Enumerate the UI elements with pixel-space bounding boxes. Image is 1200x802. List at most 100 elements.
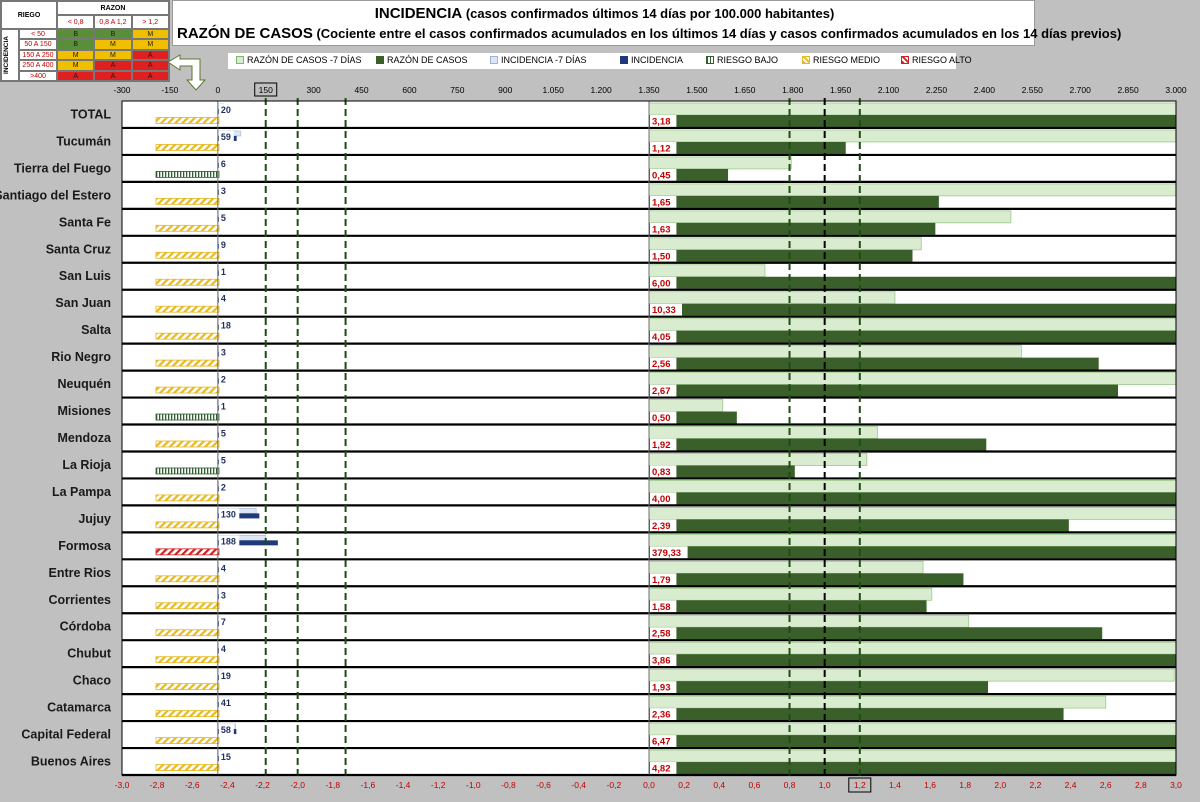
risk-bar bbox=[155, 144, 220, 151]
razon-prev-bar bbox=[648, 318, 1177, 332]
diagonal-hatch-red-icon bbox=[901, 56, 909, 64]
province-label: Córdoba bbox=[60, 620, 112, 634]
incidencia-title-main: INCIDENCIA bbox=[374, 5, 463, 22]
incidencia-bar bbox=[217, 297, 220, 303]
risk-table-cell: M bbox=[94, 49, 132, 61]
razon-axis-tick: 3,0 bbox=[1170, 780, 1182, 790]
incidencia-value-label: 130 bbox=[221, 509, 236, 519]
risk-table-cell: M bbox=[57, 60, 95, 71]
legend-item: RIESGO BAJO bbox=[706, 55, 778, 65]
legend-label: RAZÓN DE CASOS bbox=[387, 55, 468, 65]
province-label: Jujuy bbox=[78, 512, 111, 526]
incidencia-label-bg bbox=[218, 589, 229, 601]
incidencia-value-label: 5 bbox=[221, 455, 226, 465]
incidencia-value-label: 4 bbox=[221, 644, 226, 654]
incidencia-value-label: 19 bbox=[221, 671, 231, 681]
razon-axis-tick: 2,8 bbox=[1135, 780, 1147, 790]
risk-bar bbox=[155, 710, 220, 717]
incidencia-value-label: 15 bbox=[221, 752, 231, 762]
risk-table-cell: A bbox=[94, 60, 132, 71]
incidencia-label-bg bbox=[218, 643, 229, 655]
light-blue-box-icon bbox=[490, 56, 498, 64]
incidencia-axis-tick: 900 bbox=[498, 85, 512, 95]
risk-table-incidencia-range: < 50 bbox=[19, 29, 57, 40]
razon-value-label: 6,47 bbox=[652, 737, 671, 748]
province-label: Santa Cruz bbox=[46, 242, 111, 256]
risk-matrix-table: RIEGO RAZON < 0,8 0,8 A 1,2 > 1,2 INCIDENCIA <… bbox=[0, 0, 170, 82]
razon-prev-bar bbox=[648, 560, 924, 574]
razon-value-label: 0,45 bbox=[652, 170, 671, 181]
incidencia-bar bbox=[217, 351, 220, 357]
legend-label: RIESGO ALTO bbox=[912, 55, 972, 65]
razon-value-label: 1,92 bbox=[652, 440, 671, 451]
razon-label-bg bbox=[650, 600, 677, 613]
razon-label-bg bbox=[650, 141, 677, 154]
razon-axis-tick: 1,8 bbox=[959, 780, 971, 790]
razon-axis-tick: 0,8 bbox=[784, 780, 796, 790]
chart-legend: RAZÓN DE CASOS -7 DÍAS RAZÓN DE CASOS INCI… bbox=[228, 53, 972, 69]
incidencia-bar bbox=[217, 540, 278, 546]
incidencia-value-label: 18 bbox=[221, 321, 231, 331]
razon-prev-bar bbox=[648, 749, 1177, 763]
incidencia-label-bg bbox=[218, 292, 229, 304]
incidencia-label-bg bbox=[218, 751, 234, 763]
razon-prev-bar bbox=[648, 237, 922, 251]
razon-bar bbox=[649, 115, 1176, 127]
risk-table-cell: A bbox=[131, 60, 169, 71]
razon-prev-bar bbox=[648, 291, 896, 305]
incidencia-value-label: 5 bbox=[221, 213, 226, 223]
razon-bar bbox=[649, 330, 1176, 343]
razon-prev-bar bbox=[648, 641, 1177, 655]
risk-table-incidencia-range: 250 A 400 bbox=[19, 60, 57, 71]
incidencia-value-label: 20 bbox=[221, 105, 231, 115]
razon-prev-bar bbox=[648, 264, 766, 278]
incidencia-label-bg bbox=[218, 535, 240, 547]
razon-bar bbox=[649, 249, 913, 262]
incidencia-value-label: 188 bbox=[221, 536, 236, 546]
razon-axis-tick: -0,4 bbox=[571, 780, 586, 790]
incidencia-value-label: 9 bbox=[221, 240, 226, 250]
incidencia-axis-tick: 1.650 bbox=[734, 85, 756, 95]
incidencia-axis-tick: 2.400 bbox=[974, 85, 996, 95]
razon-label-bg bbox=[650, 168, 677, 181]
incidencia-title: INCIDENCIA (casos confirmados últimos 14… bbox=[173, 5, 1036, 23]
legend-item: RIESGO MEDIO bbox=[802, 55, 880, 65]
razon-prev-bar bbox=[648, 156, 792, 170]
risk-table-cell: B bbox=[94, 29, 132, 40]
razon-value-label: 6,00 bbox=[652, 278, 671, 289]
province-label: La Rioja bbox=[62, 458, 112, 472]
razon-label-bg bbox=[650, 735, 677, 748]
incidencia-bar bbox=[217, 378, 220, 384]
incidencia-value-label: 59 bbox=[221, 132, 231, 142]
incidencia-axis-tick: 1.200 bbox=[590, 85, 612, 95]
risk-bar bbox=[155, 251, 220, 259]
risk-bar bbox=[155, 170, 220, 178]
razon-prev-bar bbox=[648, 129, 1177, 143]
razon-prev-bar bbox=[648, 399, 724, 412]
incidencia-bar bbox=[217, 270, 220, 276]
incidencia-label-bg bbox=[218, 319, 234, 331]
incidencia-axis-tick: -150 bbox=[161, 85, 178, 95]
legend-item: RAZÓN DE CASOS bbox=[376, 55, 468, 65]
legend-item: RIESGO ALTO bbox=[901, 55, 972, 65]
incidencia-bar bbox=[217, 567, 220, 573]
incidencia-value-label: 6 bbox=[221, 159, 226, 169]
risk-bar bbox=[155, 656, 220, 664]
razon-bar bbox=[649, 438, 987, 451]
incidencia-label-bg bbox=[218, 697, 234, 709]
incidencia-axis-tick: 2.550 bbox=[1022, 85, 1044, 95]
razon-bar bbox=[649, 519, 1069, 532]
incidencia-label-bg bbox=[218, 427, 229, 439]
risk-bar bbox=[155, 278, 220, 286]
incidencia-label-bg bbox=[218, 562, 229, 574]
incidencia-value-label: 2 bbox=[221, 375, 226, 385]
razon-axis-tick: -2,6 bbox=[185, 780, 200, 790]
risk-bar bbox=[155, 440, 220, 448]
incidencia-axis-tick: 600 bbox=[402, 85, 416, 95]
province-label: San Luis bbox=[59, 269, 111, 283]
incidencia-value-label: 3 bbox=[221, 348, 226, 358]
razon-axis-tick: -0,2 bbox=[607, 780, 622, 790]
razon-bar bbox=[649, 546, 1176, 559]
incidencia-label-bg bbox=[218, 104, 234, 115]
